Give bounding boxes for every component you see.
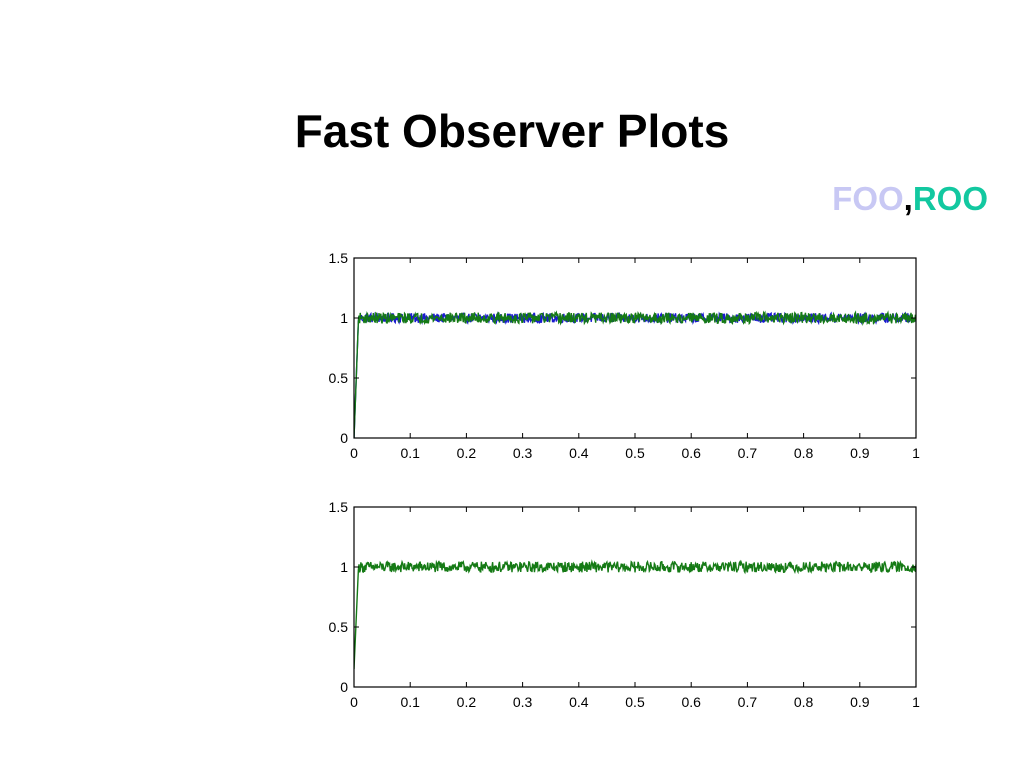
- legend: FOO,ROO: [832, 180, 988, 218]
- chart-2-xtick-label: 0.8: [794, 694, 814, 710]
- chart-2-xtick-label: 0.5: [625, 694, 645, 710]
- chart-1-xtick-label: 0.7: [738, 445, 758, 461]
- chart-2-xtick-label: 0.9: [850, 694, 870, 710]
- legend-label-roo: ROO: [912, 180, 988, 217]
- legend-label-foo: FOO: [832, 180, 904, 217]
- chart-1-xtick-label: 0.6: [681, 445, 701, 461]
- chart-2-frame: [353, 506, 917, 688]
- chart-2-series-1-line: [354, 559, 916, 670]
- chart-2-xtick-label: 0.1: [400, 694, 420, 710]
- chart-1: 0 0.1 0.2 0.3 0.4 0.5 0.6 0.7 0.8 0.9 1 0 0.5 1 1.5: [329, 250, 921, 461]
- legend-separator: ,: [903, 180, 913, 217]
- chart-1-ytick-label: 0: [340, 430, 348, 446]
- chart-2-ytick-label: 0: [340, 679, 348, 695]
- slide-title: Fast Observer Plots: [294, 105, 730, 157]
- chart-2: 0 0.1 0.2 0.3 0.4 0.5 0.6 0.7 0.8 0.9 1 0 0.5 1 1.5: [329, 499, 921, 710]
- chart-1-xtick-label: 0.4: [569, 445, 589, 461]
- chart-1-xtick-label: 0.5: [625, 445, 645, 461]
- chart-2-ytick-label: 0.5: [329, 619, 349, 635]
- chart-2-xtick-label: 0.2: [457, 694, 477, 710]
- chart-1-xtick-label: 0.9: [850, 445, 870, 461]
- chart-1-ytick-label: 0.5: [329, 370, 349, 386]
- chart-1-xtick-label: 0.2: [457, 445, 477, 461]
- chart-2-xtick-label: 0.6: [681, 694, 701, 710]
- chart-2-ytick-label: 1: [340, 559, 348, 575]
- chart-1-ytick-label: 1: [340, 310, 348, 326]
- chart-1-ytick-label: 1.5: [329, 250, 349, 266]
- chart-1-xtick-label: 0.3: [513, 445, 533, 461]
- chart-2-xtick-label: 0.7: [738, 694, 758, 710]
- chart-1-series-2-line: [354, 310, 916, 438]
- chart-1-xtick-label: 0.1: [400, 445, 420, 461]
- chart-1-xtick-label: 0.8: [794, 445, 814, 461]
- chart-1-xtick-label: 1: [912, 445, 920, 461]
- chart-1-frame: [353, 257, 917, 439]
- chart-2-xtick-label: 0.3: [513, 694, 533, 710]
- chart-2-xtick-label: 0.4: [569, 694, 589, 710]
- chart-1-xtick-label: 0: [350, 445, 358, 461]
- chart-2-xtick-label: 0: [350, 694, 358, 710]
- chart-2-ytick-label: 1.5: [329, 499, 349, 515]
- chart-2-xtick-label: 1: [912, 694, 920, 710]
- chart-1-series-1-line: [354, 310, 916, 438]
